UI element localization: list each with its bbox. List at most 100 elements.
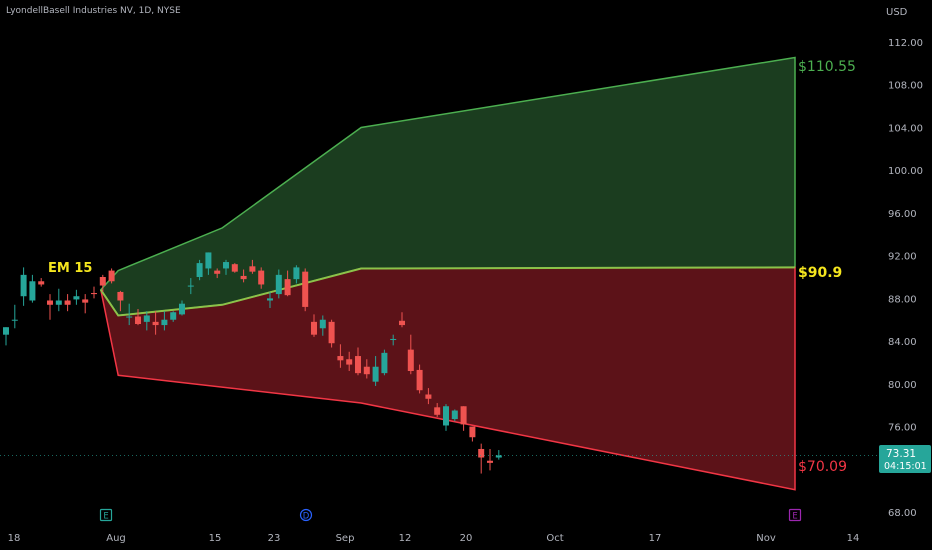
candle-body[interactable] [495,455,502,458]
price-tick: 68.00 [888,508,917,519]
time-tick: 20 [460,533,473,544]
candle-body[interactable] [73,296,80,300]
candle-body[interactable] [91,293,97,295]
candle-body[interactable] [64,300,71,305]
candle-body[interactable] [469,426,476,438]
candle-body[interactable] [416,369,423,391]
candle-body[interactable] [451,410,458,420]
candle-body[interactable] [196,263,203,277]
candle-body[interactable] [249,266,256,272]
time-tick: 17 [649,533,662,544]
candle-body[interactable] [328,321,335,344]
price-countdown: 04:15:01 [884,461,927,472]
candles[interactable] [3,252,502,474]
candle-body[interactable] [460,406,467,425]
time-tick: Sep [336,533,355,544]
candle-body[interactable] [487,460,493,463]
currency-label: USD [886,7,908,18]
last-price-value: 73.31 [886,448,916,460]
time-tick: Nov [756,533,776,544]
candle-body[interactable] [399,320,405,326]
candle-body[interactable] [214,270,221,274]
candle-body[interactable] [337,356,344,361]
candle-body[interactable] [372,366,379,382]
candle-body[interactable] [99,277,106,286]
candle-body[interactable] [390,338,397,341]
candle-body[interactable] [170,312,177,320]
chart-title: LyondellBasell Industries NV, 1D, NYSE [6,6,181,16]
candle-body[interactable] [126,316,133,318]
candle-body[interactable] [258,270,265,285]
candle-body[interactable] [223,262,229,269]
candle-body[interactable] [240,275,247,280]
candle-body[interactable] [20,274,27,297]
price-tick: 92.00 [888,252,917,263]
candle-body[interactable] [293,267,300,280]
candle-body[interactable] [425,394,432,399]
mid-level-label: $90.9 [798,265,842,281]
price-tick: 88.00 [888,294,917,305]
candle-body[interactable] [284,279,291,296]
candle-body[interactable] [381,352,388,374]
candle-body[interactable] [302,271,309,307]
candle-body[interactable] [152,321,159,326]
candle-body[interactable] [3,327,9,335]
last-price-badge: 73.31 04:15:01 [879,445,931,473]
candle-body[interactable] [231,264,238,272]
candle-body[interactable] [187,285,194,287]
candle-body[interactable] [355,356,361,374]
price-tick: 76.00 [888,423,917,434]
candle-body[interactable] [179,303,185,315]
price-tick: 112.00 [888,38,923,49]
upper-level-label: $110.55 [798,59,856,75]
event-marker: D [299,508,313,522]
candle-body[interactable] [363,366,370,375]
svg-text:D: D [303,512,310,522]
price-axis[interactable]: 112.00 108.00 104.00 100.00 96.00 92.00 88.00 8… [888,38,923,519]
time-axis[interactable]: 18 Aug 15 23 Sep 12 20 Oct 17 Nov 14 [8,533,860,544]
expected-move-zones [99,56,796,491]
mid-line [99,266,796,317]
candle-body[interactable] [267,298,273,301]
time-tick: 18 [8,533,21,544]
candle-body[interactable] [443,406,449,426]
time-tick: Oct [546,533,563,544]
candle-body[interactable] [161,319,168,326]
time-tick: 14 [847,533,860,544]
candle-body[interactable] [319,319,326,329]
candle-body[interactable] [82,299,89,303]
candle-body[interactable] [117,291,124,301]
event-marker: E [99,508,113,522]
time-tick: 23 [268,533,281,544]
candle-body[interactable] [143,315,150,322]
svg-text:E: E [103,512,108,522]
candle-body[interactable] [346,359,353,365]
candle-body[interactable] [108,270,115,282]
candle-body[interactable] [11,319,18,321]
time-tick: 12 [399,533,412,544]
em-label: EM 15 [48,261,92,276]
candle-body[interactable] [47,300,53,305]
price-tick: 108.00 [888,81,923,92]
time-tick: 15 [209,533,222,544]
candle-body[interactable] [478,448,485,458]
candle-body[interactable] [38,281,45,285]
svg-text:E: E [792,512,797,522]
time-tick: Aug [106,533,126,544]
lower-level-label: $70.09 [798,459,847,475]
candle-body[interactable] [135,316,141,324]
candle-body[interactable] [29,281,36,301]
price-tick: 104.00 [888,123,923,134]
price-tick: 80.00 [888,380,917,391]
candle-body[interactable] [55,300,62,305]
price-tick: 100.00 [888,166,923,177]
candle-body[interactable] [434,407,441,415]
candle-body[interactable] [275,274,282,295]
price-tick: 84.00 [888,337,917,348]
candle-body[interactable] [311,321,317,335]
candle-body[interactable] [407,349,414,371]
price-tick: 96.00 [888,209,917,220]
candle-body[interactable] [205,252,212,269]
